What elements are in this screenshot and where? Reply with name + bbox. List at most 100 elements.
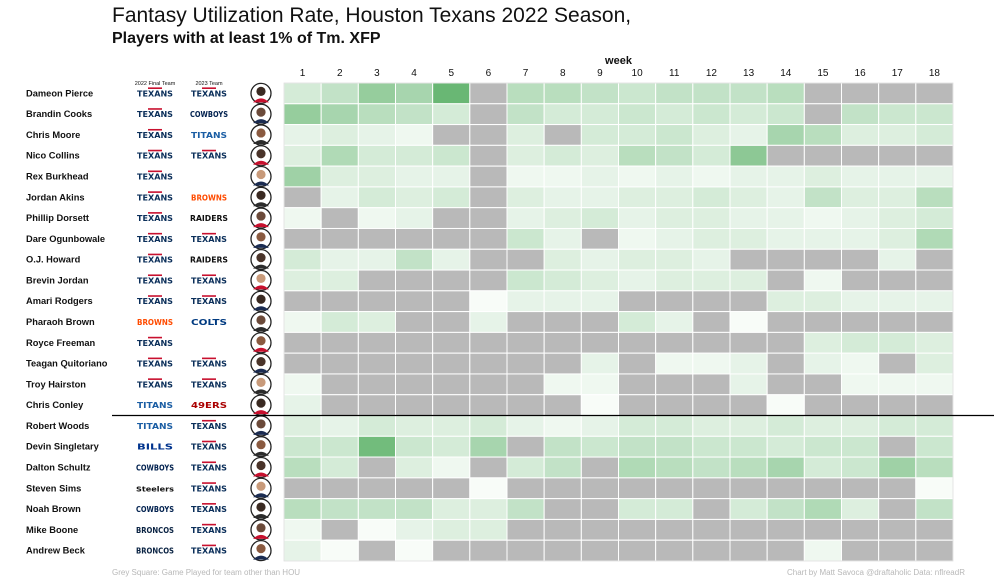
- heatmap-cell: [320, 290, 359, 313]
- heatmap-cell: [357, 539, 397, 562]
- player-headshot-icon: [250, 394, 272, 416]
- team-logo-text: BRONCOS: [136, 526, 174, 535]
- heatmap-cell: [469, 477, 508, 500]
- heatmap-cell: [543, 498, 582, 520]
- x-tick-label: 5: [448, 68, 454, 79]
- heatmap-cell: [580, 352, 619, 375]
- heatmap-cell: [915, 227, 954, 250]
- team-logo-text: TEXANS: [191, 276, 227, 285]
- grid-outline: [283, 82, 954, 562]
- heatmap-cell: [395, 539, 434, 562]
- player-headshot-icon: [250, 373, 272, 395]
- logo-accent: [202, 274, 216, 277]
- heatmap-cell: [878, 373, 917, 396]
- headshot-jersey: [253, 430, 269, 435]
- heatmap-cell: [803, 435, 842, 458]
- team-2023-logo: TEXANS: [191, 149, 227, 161]
- heatmap-cell: [506, 373, 545, 396]
- heatmap-cell: [729, 415, 768, 437]
- heatmap-cell: [506, 124, 545, 146]
- team-logo-text: TEXANS: [137, 131, 173, 140]
- headshot-face: [256, 356, 266, 367]
- logo-accent: [202, 87, 216, 89]
- player-name-label: Chris Moore: [26, 130, 80, 140]
- heatmap-cell: [803, 394, 842, 417]
- heatmap-cell: [915, 103, 954, 126]
- heatmap-cell: [543, 352, 582, 375]
- heatmap-cell: [729, 331, 768, 354]
- heatmap-cell: [357, 331, 397, 354]
- heatmap-cell: [803, 456, 842, 479]
- heatmap-cell: [357, 248, 397, 271]
- heatmap-cell: [618, 207, 657, 229]
- heatmap-cell: [915, 311, 954, 333]
- headshot-face: [256, 86, 266, 96]
- heatmap-cell: [395, 207, 434, 229]
- heatmap-cell: [469, 207, 508, 229]
- player-name-label: Noah Brown: [26, 504, 81, 514]
- team-2022-logo: TEXANS: [137, 212, 173, 223]
- team-logo-text: TEXANS: [191, 526, 227, 535]
- x-tick-label: 11: [669, 68, 680, 79]
- player-headshot-icon: [250, 186, 272, 208]
- heatmap-cell: [395, 415, 434, 437]
- heatmap-cell: [729, 373, 768, 396]
- team-2022-logo: BILLS: [137, 443, 174, 452]
- player-headshot-icon: [250, 103, 272, 125]
- heatmap-cell: [580, 207, 619, 229]
- heatmap-cell: [618, 82, 657, 105]
- team-logo-text: TEXANS: [137, 173, 173, 182]
- team-2023-logo: TEXANS: [191, 357, 227, 369]
- heatmap-cell: [729, 539, 768, 562]
- heatmap-cell: [729, 456, 768, 479]
- player-name-label: Amari Rodgers: [26, 296, 93, 306]
- heatmap-cell: [432, 290, 471, 313]
- heatmap-cell: [655, 290, 694, 313]
- heatmap-cell: [283, 165, 322, 188]
- team-logo-text: TEXANS: [191, 360, 227, 369]
- heatmap-cell: [320, 186, 359, 209]
- headshot-face: [256, 273, 266, 284]
- heatmap-cell: [915, 498, 954, 520]
- heatmap-cell: [618, 373, 657, 396]
- heatmap-cell: [803, 415, 842, 437]
- heatmap-cell: [618, 331, 657, 354]
- headshot-jersey: [253, 493, 269, 498]
- heatmap-cell: [506, 394, 545, 417]
- headshot-face: [256, 107, 266, 117]
- headshot-face: [256, 149, 266, 159]
- heatmap-cell: [283, 186, 322, 209]
- logo-accent: [202, 461, 216, 464]
- heatmap-cell: [395, 331, 434, 354]
- heatmap-cell: [618, 227, 657, 250]
- heatmap-cell: [432, 435, 471, 458]
- heatmap-cell: [357, 435, 397, 458]
- team-2022-logo: TEXANS: [137, 87, 173, 98]
- heatmap-cell: [655, 207, 694, 229]
- heatmap-cell: [506, 290, 545, 313]
- team-logo-text: COWBOYS: [136, 505, 174, 514]
- heatmap-cell: [543, 103, 582, 126]
- heatmap-cell: [618, 144, 657, 167]
- heatmap-cell: [395, 290, 434, 313]
- logo-accent: [148, 170, 162, 173]
- heatmap-cell: [357, 124, 397, 146]
- heatmap-cell: [320, 165, 359, 188]
- heatmap-cell: [469, 456, 508, 479]
- team-2023-logo: TEXANS: [191, 503, 227, 514]
- heatmap-cell: [766, 331, 805, 354]
- heatmap-cell: [580, 498, 619, 520]
- heatmap-cell: [729, 207, 768, 229]
- headshot-jersey: [253, 451, 269, 456]
- team-2022-logo: TITANS: [137, 422, 173, 431]
- heatmap-cell: [618, 103, 657, 126]
- team-logo-text: TEXANS: [137, 380, 173, 389]
- heatmap-cell: [766, 352, 805, 375]
- headshot-jersey: [253, 264, 269, 269]
- heatmap-cell: [841, 144, 880, 167]
- logo-accent: [148, 87, 162, 89]
- heatmap-cell: [320, 82, 359, 105]
- heatmap-cell: [320, 352, 359, 375]
- heatmap-cell: [729, 144, 768, 167]
- heatmap-cell: [655, 165, 694, 188]
